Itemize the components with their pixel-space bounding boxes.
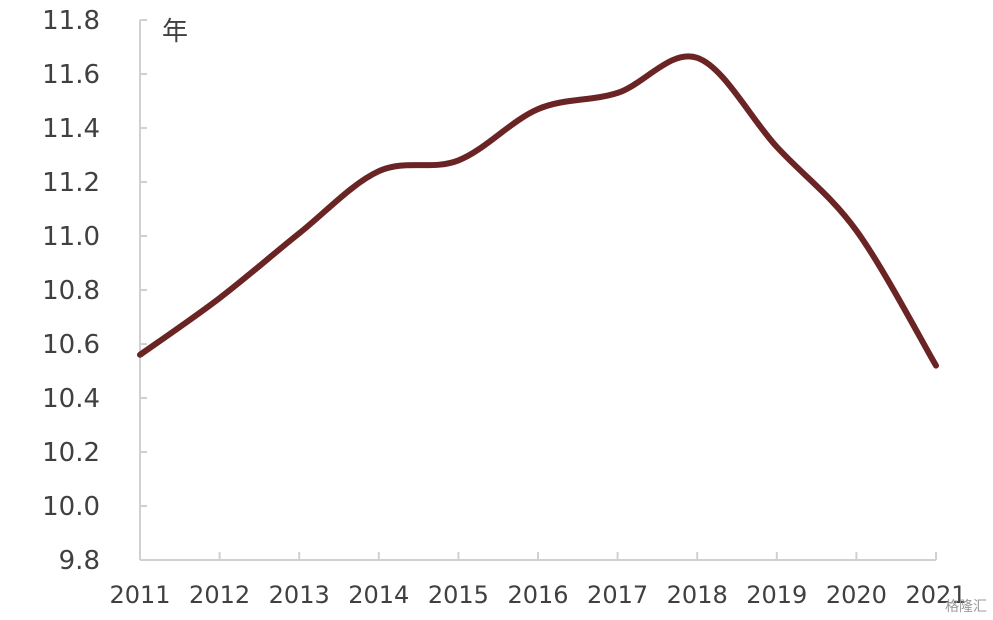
x-tick-label: 2020: [826, 581, 887, 609]
x-tick-label: 2012: [189, 581, 250, 609]
y-tick-label: 10.4: [42, 384, 100, 414]
y-tick-label: 10.6: [42, 330, 100, 360]
data-point-2021: [935, 364, 937, 367]
y-tick-label: 9.8: [59, 546, 100, 576]
data-point-2012: [218, 297, 221, 300]
data-point-2019: [775, 145, 778, 148]
y-tick-label: 11.2: [42, 168, 100, 198]
y-tick-label: 10.8: [42, 276, 100, 306]
data-point-2016: [537, 108, 539, 111]
series-group: [137, 53, 939, 369]
series-line: [137, 53, 939, 369]
data-point-2020: [855, 229, 858, 232]
y-unit-label: 年: [162, 17, 188, 47]
x-tick-label: 2021: [905, 581, 966, 609]
data-point-2015: [457, 159, 460, 162]
data-point-2013: [298, 232, 301, 235]
y-axis: 9.8 10.0 10.2 10.4 10.6 10.8 11.0 11.2 11.4 11.6 1…: [42, 6, 147, 576]
y-tick-label: 11.0: [42, 222, 100, 252]
data-point-2014: [377, 170, 380, 173]
y-tick-label: 10.2: [42, 438, 100, 468]
data-point-2011: [139, 353, 141, 356]
y-tick-label: 11.8: [42, 6, 100, 36]
y-tick-label: 11.4: [42, 114, 100, 144]
x-tick-label: 2016: [507, 581, 568, 609]
x-tick-label: 2013: [269, 581, 330, 609]
data-point-2017: [616, 91, 619, 94]
x-axis: 2011 2012 2013 2014 2015 2016 2017 2018 2019 2020…: [109, 552, 967, 609]
x-tick-label: 2017: [587, 581, 648, 609]
y-tick-label: 10.0: [42, 492, 100, 522]
x-tick-label: 2018: [667, 581, 728, 609]
x-tick-label: 2011: [109, 581, 170, 609]
x-tick-label: 2019: [746, 581, 807, 609]
y-tick-label: 11.6: [42, 60, 100, 90]
data-point-2018: [696, 56, 699, 59]
x-tick-label: 2015: [428, 581, 489, 609]
x-tick-label: 2014: [348, 581, 409, 609]
watermark-logo: 格隆汇: [945, 599, 987, 615]
